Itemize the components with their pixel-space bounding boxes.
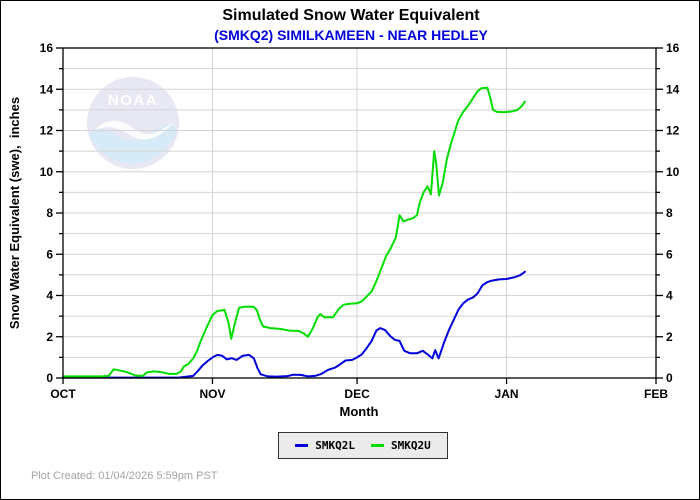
page-subtitle: (SMKQ2) SIMILKAMEEN - NEAR HEDLEY: [214, 27, 488, 43]
y-tick-label-left: 16: [40, 41, 54, 55]
legend-item-smkq2u: SMKQ2U: [371, 439, 431, 452]
y-tick-label-right: 16: [666, 41, 680, 55]
series-line-smkq2u: [62, 86, 526, 378]
legend-item-smkq2l: SMKQ2L: [295, 439, 355, 452]
series-line-smkq2l: [62, 270, 526, 379]
page-title: Simulated Snow Water Equivalent: [222, 7, 480, 24]
y-tick-label-left: 8: [46, 206, 53, 220]
series-lines: [62, 86, 526, 379]
y-tick-label-left: 10: [40, 165, 54, 179]
x-tick-label: JAN: [495, 387, 519, 401]
y-tick-label-left: 12: [40, 124, 54, 138]
y-tick-label-right: 0: [666, 371, 673, 385]
y-tick-label-right: 4: [666, 289, 673, 303]
x-tick-label: FEB: [644, 387, 668, 401]
noaa-logo: NOAA: [87, 77, 179, 169]
y-tick-label-left: 2: [46, 330, 53, 344]
axes-and-ticks: [56, 47, 663, 384]
y-tick-label-right: 6: [666, 247, 673, 261]
x-tick-label: NOV: [199, 387, 225, 401]
y-tick-label-right: 14: [666, 82, 680, 96]
legend-dash-lower: [295, 444, 309, 447]
x-axis-title: Month: [339, 404, 379, 419]
tick-labels: 0 0 2 2 4 4 6 6 8 8 10 10 12 12 14 14 16 16 OCT NOV DEC JAN FE…: [40, 41, 680, 401]
y-tick-label-left: 4: [46, 289, 53, 303]
y-tick-label-right: 2: [666, 330, 673, 344]
y-tick-label-left: 14: [40, 82, 54, 96]
y-tick-label-right: 10: [666, 165, 680, 179]
y-tick-label-right: 12: [666, 124, 680, 138]
y-tick-label-right: 8: [666, 206, 673, 220]
legend: SMKQ2L SMKQ2U: [278, 432, 448, 459]
noaa-logo-text: NOAA: [108, 92, 158, 109]
legend-label-upper: SMKQ2U: [391, 439, 431, 452]
y-tick-label-left: 6: [46, 247, 53, 261]
legend-dash-upper: [371, 444, 384, 447]
plot-created-timestamp: Plot Created: 01/04/2026 5:59pm PST: [31, 470, 218, 482]
gridlines: [63, 48, 656, 378]
legend-label-lower: SMKQ2L: [315, 439, 355, 452]
x-tick-label: DEC: [344, 387, 370, 401]
x-tick-label: OCT: [50, 387, 76, 401]
y-tick-label-left: 0: [46, 371, 53, 385]
